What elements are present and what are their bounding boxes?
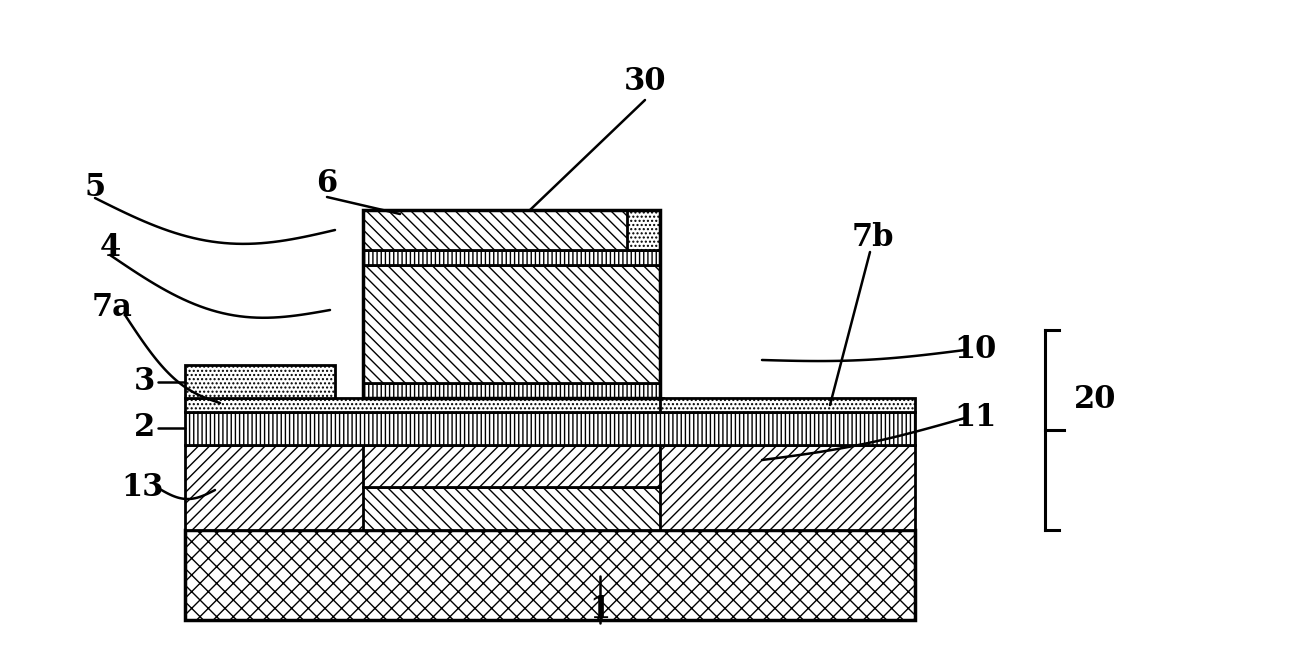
Bar [186,445,915,530]
Bar [627,210,659,250]
Text: 7b: 7b [851,223,894,253]
Bar [659,398,915,412]
Bar [363,250,659,265]
Text: 4: 4 [100,232,121,263]
Text: 3: 3 [134,366,156,398]
Text: 13: 13 [122,473,165,503]
Bar [186,412,915,445]
Bar [363,210,659,398]
Text: 11: 11 [954,402,996,434]
Bar [186,365,335,398]
Bar [363,210,659,250]
Bar [363,445,659,487]
Bar [363,487,659,530]
Text: 2: 2 [135,413,156,443]
Text: 7a: 7a [92,293,132,323]
Text: 30: 30 [624,67,666,97]
Text: 6: 6 [317,168,337,199]
Bar [186,398,663,412]
Text: 10: 10 [954,334,996,366]
Text: 5: 5 [84,172,105,204]
Bar [186,530,915,620]
Bar [363,383,659,398]
Bar [363,265,659,383]
Text: 20: 20 [1073,385,1116,415]
Text: 1: 1 [589,594,610,626]
